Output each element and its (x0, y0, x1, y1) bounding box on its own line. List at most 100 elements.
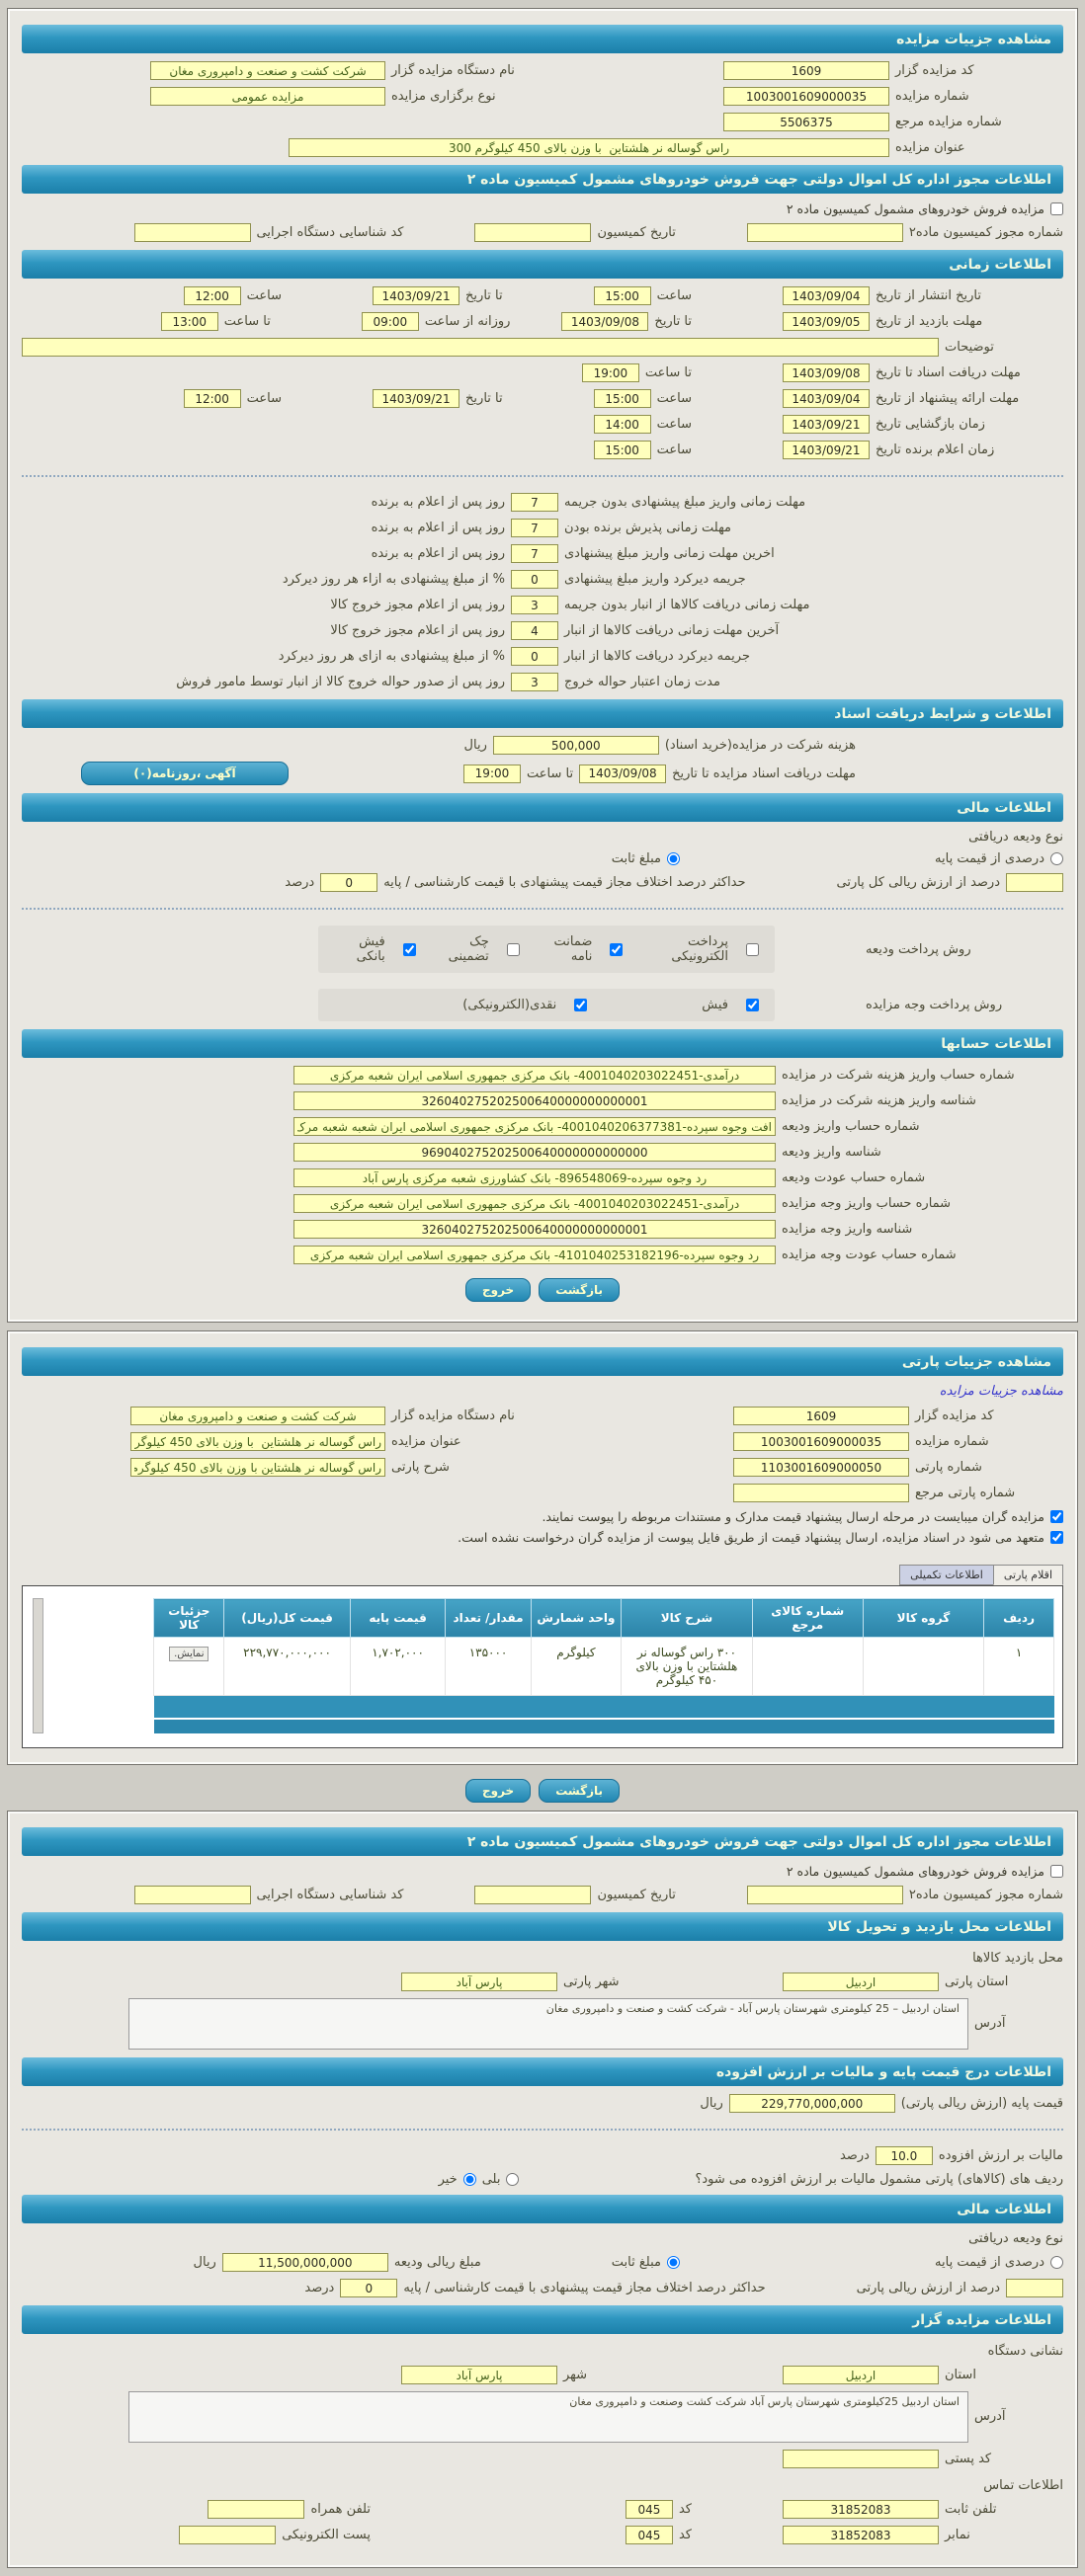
show-item-details-button[interactable]: نمایش. (169, 1647, 209, 1661)
view-auction-details-link[interactable]: مشاهده جزییات مزایده (939, 1384, 1063, 1399)
deposit-percent2-field[interactable] (1006, 2279, 1063, 2297)
publish-from-date-field[interactable] (783, 286, 870, 305)
commission-date-field[interactable] (474, 223, 592, 242)
electronic-payment-checkbox[interactable] (746, 942, 759, 956)
lot-number-field[interactable] (733, 1458, 909, 1477)
max-diff-field[interactable] (320, 873, 378, 892)
rule-value-field[interactable] (511, 570, 558, 589)
offer-from-date-field[interactable] (783, 389, 870, 408)
docs-deadline2-date-field[interactable] (579, 764, 667, 783)
exec-id-field-2[interactable] (133, 1886, 251, 1904)
tab-lot-items[interactable]: اقلام پارتی (992, 1565, 1063, 1585)
auction-ref-field[interactable] (723, 113, 889, 131)
article2-checkbox-2[interactable] (1050, 1865, 1063, 1878)
rule-value-field[interactable] (511, 596, 558, 614)
rule-value-field[interactable] (511, 673, 558, 691)
account-field[interactable] (293, 1117, 776, 1136)
exec-id-field[interactable] (133, 223, 251, 242)
email-field[interactable] (179, 2526, 277, 2544)
account-field[interactable] (293, 1246, 776, 1264)
mobile-field[interactable] (208, 2500, 305, 2519)
lot-ref-field[interactable] (733, 1484, 909, 1502)
deposit-amount-field[interactable] (221, 2253, 388, 2272)
lot-auctioneer-field[interactable] (130, 1407, 385, 1425)
vat-no-radio[interactable] (462, 2173, 476, 2186)
offer-from-hour-field[interactable] (593, 389, 651, 408)
phone-code-field[interactable] (625, 2500, 673, 2519)
publish-to-date-field[interactable] (373, 286, 460, 305)
percent-of-base-radio[interactable] (1050, 852, 1063, 865)
exit-button[interactable]: خروج (464, 1779, 532, 1803)
docs-deadline-hour-field[interactable] (581, 363, 639, 382)
base-price-field[interactable] (728, 2094, 895, 2113)
account-field[interactable] (293, 1168, 776, 1187)
fixed-amount-radio[interactable] (667, 852, 681, 865)
auction-number-field[interactable] (723, 87, 889, 106)
lot-city-field[interactable] (401, 1972, 557, 1991)
max-diff2-field[interactable] (340, 2279, 398, 2297)
guaranteed-check-checkbox[interactable] (506, 942, 520, 956)
postal-code-field[interactable] (783, 2450, 939, 2468)
account-field[interactable] (293, 1143, 776, 1162)
opening-date-field[interactable] (783, 415, 870, 434)
no-file-required-checkbox[interactable] (1050, 1531, 1063, 1544)
winner-date-field[interactable] (783, 441, 870, 459)
docs-deadline-date-field[interactable] (783, 363, 870, 382)
visit-from-date-field[interactable] (783, 312, 870, 331)
auction-code-field[interactable] (723, 61, 889, 80)
fax-field[interactable] (783, 2526, 939, 2544)
rule-value-field[interactable] (511, 544, 558, 563)
notes-field[interactable] (22, 338, 939, 357)
vat-field[interactable] (875, 2146, 933, 2165)
org-address-field[interactable] (128, 2391, 968, 2443)
fixed-amount-radio-2[interactable] (667, 2256, 681, 2269)
account-field[interactable] (293, 1091, 776, 1110)
back-button[interactable]: بازگشت (539, 1779, 621, 1803)
account-field[interactable] (293, 1066, 776, 1085)
offer-to-date-field[interactable] (373, 389, 460, 408)
lot-description-field[interactable] (130, 1458, 385, 1477)
lot-province-field[interactable] (783, 1972, 939, 1991)
phone-field[interactable] (783, 2500, 939, 2519)
commission-date-field-2[interactable] (474, 1886, 592, 1904)
auction-title-field[interactable] (289, 138, 889, 157)
slip-checkbox[interactable] (746, 999, 759, 1011)
account-field[interactable] (293, 1220, 776, 1239)
offer-to-hour-field[interactable] (183, 389, 241, 408)
deposit-percent-field[interactable] (1006, 873, 1063, 892)
vat-yes-radio[interactable] (506, 2173, 520, 2186)
winner-hour-field[interactable] (593, 441, 651, 459)
publish-from-hour-field[interactable] (593, 286, 651, 305)
permit2-number-field[interactable] (746, 1886, 903, 1904)
visit-from-hour-field[interactable] (361, 312, 419, 331)
lot-auction-title-field[interactable] (130, 1432, 385, 1451)
docs-fee-field[interactable] (492, 736, 659, 755)
cash-electronic-checkbox[interactable] (574, 999, 588, 1011)
rule-value-field[interactable] (511, 647, 558, 666)
org-city-field[interactable] (401, 2366, 557, 2384)
attachment-required-checkbox[interactable] (1050, 1510, 1063, 1523)
opening-hour-field[interactable] (593, 415, 651, 434)
org-province-field[interactable] (783, 2366, 939, 2384)
lot-auction-number-field[interactable] (733, 1432, 909, 1451)
exit-button[interactable]: خروج (464, 1278, 532, 1302)
auctioneer-name-field[interactable] (150, 61, 385, 80)
newspaper-ad-button[interactable]: آگهی ،روزنامه(۰) (81, 762, 289, 785)
fax-code-field[interactable] (625, 2526, 673, 2544)
account-field[interactable] (293, 1194, 776, 1213)
visit-to-date-field[interactable] (561, 312, 649, 331)
percent-of-base-radio-2[interactable] (1050, 2256, 1063, 2269)
publish-to-hour-field[interactable] (183, 286, 241, 305)
docs-deadline2-hour-field[interactable] (462, 764, 521, 783)
article2-checkbox[interactable] (1050, 202, 1063, 215)
visit-to-hour-field[interactable] (160, 312, 218, 331)
auction-type-field[interactable] (150, 87, 385, 106)
lot-auction-code-field[interactable] (733, 1407, 909, 1425)
tab-additional-info[interactable]: اطلاعات تکمیلی (899, 1565, 993, 1585)
rule-value-field[interactable] (511, 621, 558, 640)
rule-value-field[interactable] (511, 519, 558, 537)
back-button[interactable]: بازگشت (539, 1278, 621, 1302)
bank-slip-checkbox[interactable] (402, 942, 416, 956)
guarantee-letter-checkbox[interactable] (610, 942, 624, 956)
rule-value-field[interactable] (511, 493, 558, 512)
